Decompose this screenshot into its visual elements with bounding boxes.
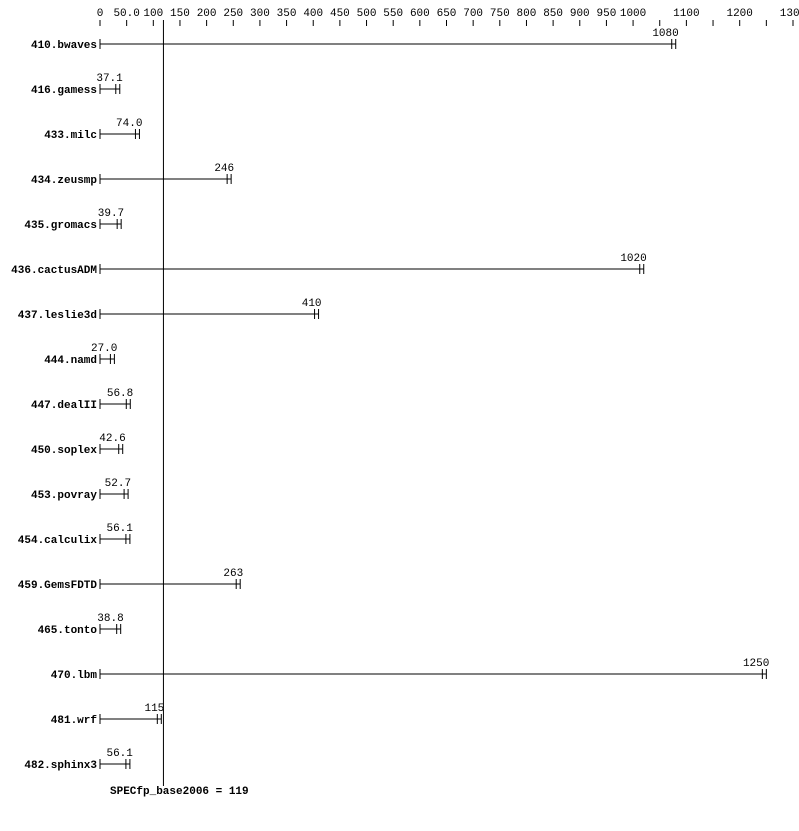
benchmark-label: 465.tonto [38, 625, 98, 637]
benchmark-value: 246 [214, 163, 234, 175]
axis-tick-label: 450 [330, 8, 350, 20]
axis-tick-label: 350 [277, 8, 297, 20]
benchmark-label: 447.dealII [31, 400, 97, 412]
benchmark-label: 433.milc [44, 130, 97, 142]
benchmark-label: 470.lbm [51, 670, 98, 682]
axis-tick-label: 400 [303, 8, 323, 20]
axis-tick-label: 550 [383, 8, 403, 20]
axis-tick-label: 1300 [780, 8, 799, 20]
benchmark-value: 1080 [652, 28, 678, 40]
axis-tick-label: 900 [570, 8, 590, 20]
axis-tick-label: 0 [97, 8, 104, 20]
benchmark-value: 56.1 [106, 523, 133, 535]
axis-tick-label: 100 [143, 8, 163, 20]
benchmark-value: 410 [302, 298, 322, 310]
benchmark-label: 416.gamess [31, 85, 97, 97]
footer-text: SPECfp_base2006 = 119 [110, 786, 249, 798]
axis-tick-label: 700 [463, 8, 483, 20]
benchmark-label: 436.cactusADM [11, 265, 97, 277]
axis-tick-label: 1100 [673, 8, 699, 20]
benchmark-value: 56.8 [107, 388, 133, 400]
benchmark-value: 42.6 [99, 433, 125, 445]
axis-tick-label: 800 [517, 8, 537, 20]
axis-tick-label: 200 [197, 8, 217, 20]
axis-tick-label: 500 [357, 8, 377, 20]
benchmark-value: 263 [223, 568, 243, 580]
spec-benchmark-chart: 0 50.0 100 150 200 250 300 350 400 450 500 550 600 65… [0, 0, 799, 831]
benchmark-value: 74.0 [116, 118, 142, 130]
axis-tick-label: 300 [250, 8, 270, 20]
benchmark-label: 450.soplex [31, 445, 97, 457]
benchmark-label: 453.povray [31, 490, 97, 502]
benchmark-label: 434.zeusmp [31, 175, 97, 187]
benchmark-value: 38.8 [97, 613, 123, 625]
axis-tick-label: 750 [490, 8, 510, 20]
axis-tick-label: 1000 [620, 8, 646, 20]
axis-tick-label: 150 [170, 8, 190, 20]
benchmark-value: 56.1 [106, 748, 133, 760]
axis-tick-label: 600 [410, 8, 430, 20]
axis-tick-label: 1200 [726, 8, 752, 20]
benchmark-value: 1020 [620, 253, 646, 265]
axis-tick-label: 950 [597, 8, 617, 20]
axis-tick-label: 250 [223, 8, 243, 20]
axis-tick-label: 650 [437, 8, 457, 20]
benchmark-value: 27.0 [91, 343, 117, 355]
axis-tick-label: 50.0 [113, 8, 139, 20]
benchmark-value: 37.1 [96, 73, 123, 85]
benchmark-label: 444.namd [44, 355, 97, 367]
benchmark-value: 115 [144, 703, 164, 715]
benchmark-label: 410.bwaves [31, 40, 97, 52]
benchmark-label: 454.calculix [18, 535, 98, 547]
benchmark-label: 482.sphinx3 [24, 760, 97, 772]
benchmark-value: 39.7 [98, 208, 124, 220]
benchmark-label: 459.GemsFDTD [18, 580, 98, 592]
benchmark-value: 1250 [743, 658, 769, 670]
benchmark-label: 481.wrf [51, 715, 98, 727]
benchmark-value: 52.7 [105, 478, 131, 490]
benchmark-label: 437.leslie3d [18, 310, 97, 322]
axis-tick-label: 850 [543, 8, 563, 20]
benchmark-label: 435.gromacs [24, 220, 97, 232]
